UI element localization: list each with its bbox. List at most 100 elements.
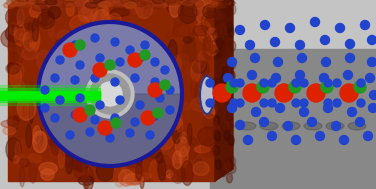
Ellipse shape — [32, 19, 39, 42]
Ellipse shape — [114, 163, 126, 187]
Ellipse shape — [122, 58, 134, 83]
Ellipse shape — [109, 81, 119, 95]
Ellipse shape — [173, 24, 190, 37]
Ellipse shape — [230, 163, 236, 173]
Ellipse shape — [82, 96, 100, 105]
Ellipse shape — [228, 84, 234, 94]
Ellipse shape — [151, 3, 163, 9]
Circle shape — [106, 134, 114, 142]
Ellipse shape — [45, 0, 57, 5]
Circle shape — [226, 81, 238, 93]
Ellipse shape — [155, 132, 173, 150]
Ellipse shape — [119, 92, 131, 103]
Ellipse shape — [304, 122, 322, 130]
Ellipse shape — [20, 166, 25, 187]
Ellipse shape — [141, 139, 155, 147]
Ellipse shape — [200, 76, 214, 114]
Ellipse shape — [220, 5, 226, 15]
Ellipse shape — [218, 48, 224, 58]
Ellipse shape — [222, 66, 228, 76]
Ellipse shape — [14, 0, 26, 5]
Ellipse shape — [1, 29, 17, 47]
Ellipse shape — [1, 120, 19, 128]
Ellipse shape — [3, 127, 16, 135]
Ellipse shape — [128, 175, 141, 184]
Ellipse shape — [148, 53, 154, 70]
Circle shape — [223, 74, 232, 83]
Ellipse shape — [148, 138, 155, 147]
Ellipse shape — [204, 35, 211, 51]
Ellipse shape — [182, 43, 186, 68]
Circle shape — [296, 70, 305, 80]
Circle shape — [56, 96, 64, 104]
Bar — [8, 6, 215, 181]
Ellipse shape — [37, 50, 52, 70]
Ellipse shape — [79, 7, 92, 22]
Ellipse shape — [166, 0, 178, 3]
Ellipse shape — [147, 68, 165, 85]
Ellipse shape — [218, 26, 224, 36]
Circle shape — [247, 70, 256, 80]
Circle shape — [267, 132, 276, 140]
Ellipse shape — [29, 20, 38, 41]
Ellipse shape — [70, 15, 89, 33]
Ellipse shape — [77, 40, 82, 64]
Ellipse shape — [216, 37, 222, 47]
Circle shape — [260, 99, 268, 107]
Ellipse shape — [48, 138, 61, 146]
Circle shape — [235, 26, 244, 35]
Ellipse shape — [119, 57, 139, 64]
Ellipse shape — [106, 128, 123, 152]
Circle shape — [98, 82, 122, 106]
Ellipse shape — [93, 76, 113, 91]
Circle shape — [73, 108, 87, 122]
Ellipse shape — [24, 0, 36, 4]
Ellipse shape — [144, 143, 159, 160]
Ellipse shape — [191, 62, 200, 82]
Ellipse shape — [5, 25, 24, 42]
Ellipse shape — [89, 68, 95, 86]
Ellipse shape — [78, 1, 91, 15]
Ellipse shape — [110, 58, 123, 70]
Ellipse shape — [97, 66, 108, 79]
Ellipse shape — [212, 123, 218, 133]
Circle shape — [335, 23, 344, 33]
Ellipse shape — [8, 40, 15, 55]
Circle shape — [136, 101, 144, 109]
Ellipse shape — [118, 170, 134, 186]
Circle shape — [151, 112, 159, 120]
Ellipse shape — [33, 126, 41, 144]
Ellipse shape — [219, 40, 225, 50]
Ellipse shape — [49, 46, 62, 63]
Circle shape — [166, 106, 174, 114]
Ellipse shape — [103, 7, 109, 16]
Ellipse shape — [218, 3, 224, 13]
Ellipse shape — [156, 2, 168, 8]
Ellipse shape — [50, 88, 70, 100]
Ellipse shape — [78, 176, 94, 185]
Ellipse shape — [182, 9, 199, 17]
Circle shape — [276, 104, 285, 112]
Circle shape — [71, 76, 79, 84]
Ellipse shape — [52, 83, 63, 101]
Ellipse shape — [14, 21, 25, 46]
Polygon shape — [8, 0, 233, 6]
Circle shape — [91, 74, 99, 82]
Ellipse shape — [50, 74, 69, 86]
Ellipse shape — [124, 96, 136, 115]
Circle shape — [93, 63, 107, 77]
Circle shape — [227, 104, 237, 112]
Ellipse shape — [128, 0, 140, 3]
Ellipse shape — [92, 57, 99, 71]
Ellipse shape — [220, 123, 226, 133]
Circle shape — [270, 37, 279, 46]
Circle shape — [86, 128, 94, 136]
Ellipse shape — [113, 80, 133, 97]
Ellipse shape — [32, 144, 48, 155]
Ellipse shape — [77, 39, 95, 61]
Ellipse shape — [123, 40, 129, 56]
Ellipse shape — [225, 84, 231, 94]
Ellipse shape — [97, 55, 105, 73]
Circle shape — [116, 58, 124, 66]
Circle shape — [320, 36, 329, 44]
